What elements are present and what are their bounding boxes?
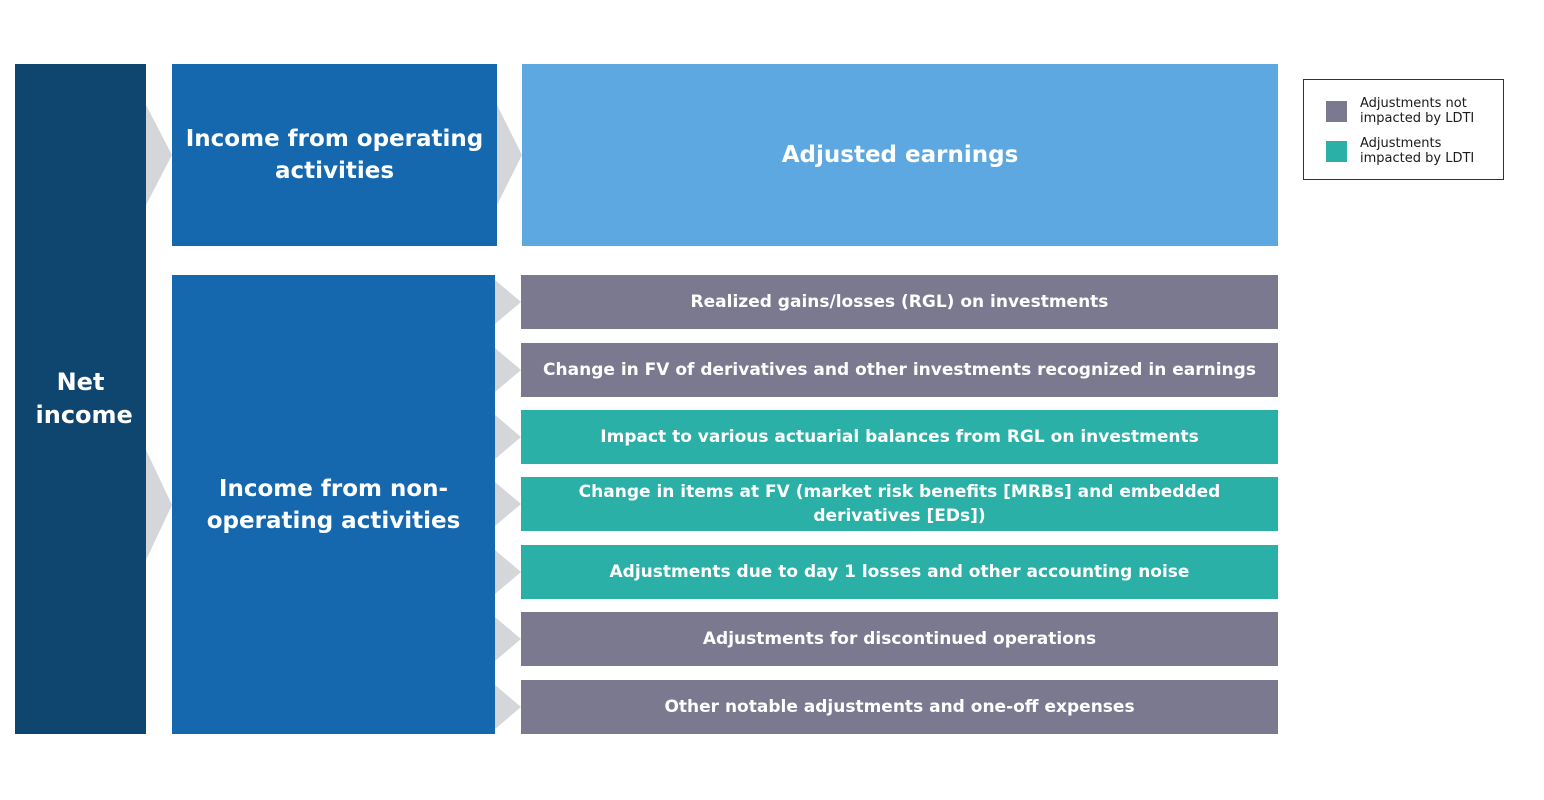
net-income-box: Net income	[15, 64, 146, 734]
non-operating-income-box: Income from non-operating activities	[172, 275, 495, 734]
chevron-adj-2	[495, 348, 521, 392]
legend-swatch-not-impacted	[1326, 100, 1347, 122]
adjustment-item: Change in FV of derivatives and other in…	[521, 343, 1278, 397]
legend-item-impacted: Adjustments impacted by LDTI	[1326, 136, 1500, 166]
adjustment-item: Realized gains/losses (RGL) on investmen…	[521, 275, 1278, 329]
chevron-adj-6	[495, 617, 521, 661]
adjustment-label: Change in FV of derivatives and other in…	[543, 360, 1256, 380]
legend-label-impacted: Adjustments impacted by LDTI	[1360, 136, 1475, 166]
legend-swatch-impacted	[1326, 140, 1347, 162]
chevron-adj-4	[495, 482, 521, 526]
adjustment-label: Change in items at FV (market risk benef…	[578, 482, 1221, 526]
operating-income-box: Income from operating activities	[172, 64, 497, 246]
operating-income-label: Income from operating activities	[185, 126, 484, 184]
adjustment-label: Realized gains/losses (RGL) on investmen…	[690, 292, 1109, 312]
chevron-net-to-non-operating	[146, 450, 172, 560]
chevron-operating-to-adjusted	[497, 105, 522, 205]
adjustment-item: Impact to various actuarial balances fro…	[521, 410, 1278, 464]
chevron-adj-3	[495, 415, 521, 459]
adjustment-label: Impact to various actuarial balances fro…	[600, 427, 1199, 447]
adjustment-item: Change in items at FV (market risk benef…	[521, 477, 1278, 531]
adjustment-item: Other notable adjustments and one-off ex…	[521, 680, 1278, 734]
chevron-adj-1	[495, 280, 521, 324]
adjustment-label: Adjustments due to day 1 losses and othe…	[609, 562, 1190, 582]
adjusted-earnings-label: Adjusted earnings	[781, 142, 1019, 168]
adjustment-item: Adjustments for discontinued operations	[521, 612, 1278, 666]
chevron-adj-5	[495, 550, 521, 594]
net-income-label: Net income	[35, 368, 133, 429]
chevron-net-to-operating	[146, 105, 172, 205]
adjusted-earnings-box: Adjusted earnings	[522, 64, 1278, 246]
legend-item-not-impacted: Adjustments not impacted by LDTI	[1326, 96, 1500, 126]
adjustment-label: Other notable adjustments and one-off ex…	[664, 697, 1135, 717]
adjustment-item: Adjustments due to day 1 losses and othe…	[521, 545, 1278, 599]
adjustment-label: Adjustments for discontinued operations	[702, 629, 1097, 649]
legend-label-not-impacted: Adjustments not impacted by LDTI	[1360, 96, 1475, 126]
chevron-adj-7	[495, 685, 521, 729]
non-operating-income-label: Income from non-operating activities	[206, 475, 461, 534]
legend: Adjustments not impacted by LDTI Adjustm…	[1303, 79, 1504, 180]
